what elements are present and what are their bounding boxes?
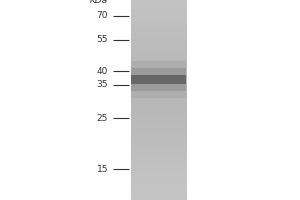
Text: 70: 70: [97, 11, 108, 20]
Text: 15: 15: [97, 165, 108, 174]
Bar: [130, 61, 186, 98]
Text: 25: 25: [97, 114, 108, 123]
Text: KDa: KDa: [90, 0, 108, 5]
Text: 40: 40: [97, 67, 108, 76]
Bar: [130, 68, 186, 91]
Bar: [130, 75, 186, 84]
Text: 35: 35: [97, 80, 108, 89]
Text: 55: 55: [97, 35, 108, 44]
